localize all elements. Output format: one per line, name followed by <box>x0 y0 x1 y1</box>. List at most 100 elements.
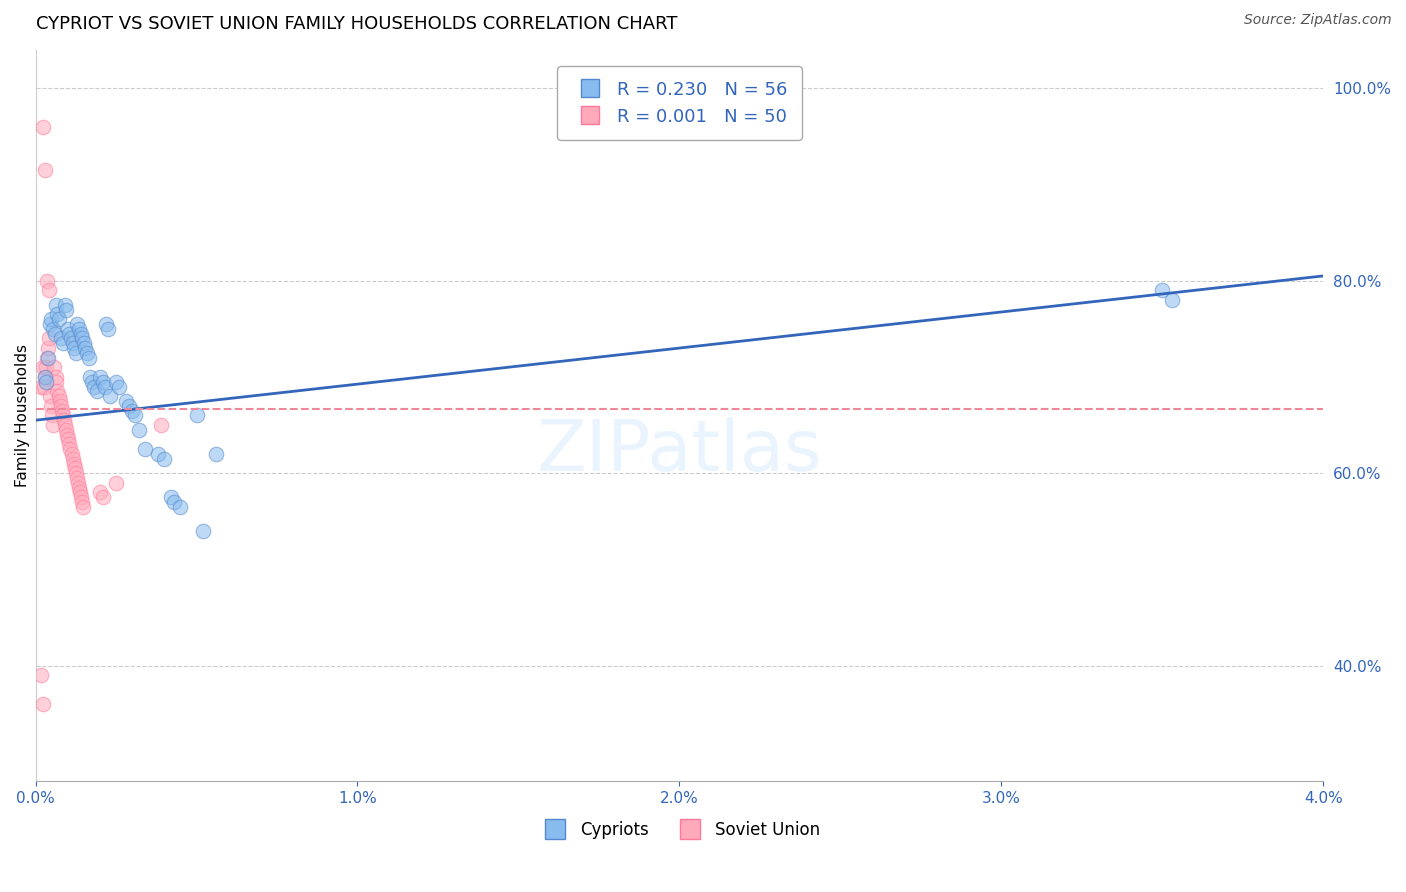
Point <box>105 375 128 389</box>
Point <box>49 399 72 413</box>
Point <box>1152 283 1174 297</box>
Point <box>153 451 176 466</box>
Point <box>58 437 80 451</box>
Point <box>72 500 94 514</box>
Point <box>32 379 55 393</box>
Point <box>34 163 56 178</box>
Point <box>124 409 146 423</box>
Point <box>150 417 173 432</box>
Point <box>53 417 76 432</box>
Point <box>163 495 186 509</box>
Point <box>45 375 67 389</box>
Point <box>45 298 67 312</box>
Point <box>52 336 75 351</box>
Point <box>42 417 65 432</box>
Point <box>38 283 60 297</box>
Point <box>39 312 62 326</box>
Point <box>105 475 128 490</box>
Point <box>62 336 84 351</box>
Text: ZIPatlas: ZIPatlas <box>537 417 823 486</box>
Point <box>46 384 69 399</box>
Point <box>186 409 208 423</box>
Point <box>98 389 121 403</box>
Point <box>86 384 108 399</box>
Point <box>77 351 100 365</box>
Legend: Cypriots, Soviet Union: Cypriots, Soviet Union <box>531 814 827 846</box>
Point <box>44 360 66 375</box>
Point <box>38 331 60 345</box>
Point <box>65 466 87 480</box>
Point <box>70 490 93 504</box>
Text: Source: ZipAtlas.com: Source: ZipAtlas.com <box>1244 13 1392 28</box>
Point <box>62 451 84 466</box>
Point <box>34 370 56 384</box>
Point <box>66 471 89 485</box>
Point <box>44 370 66 384</box>
Point <box>69 326 91 341</box>
Point <box>128 423 150 437</box>
Point <box>52 409 75 423</box>
Point <box>39 389 62 403</box>
Point <box>56 427 79 442</box>
Point <box>35 274 58 288</box>
Point <box>73 336 96 351</box>
Point <box>114 394 136 409</box>
Point <box>146 447 169 461</box>
Point <box>41 409 63 423</box>
Point <box>52 413 75 427</box>
Point <box>83 379 105 393</box>
Point <box>91 490 114 504</box>
Point <box>58 433 80 447</box>
Point <box>67 322 90 336</box>
Point <box>91 375 114 389</box>
Point <box>48 394 70 409</box>
Point <box>79 370 101 384</box>
Point <box>58 326 80 341</box>
Point <box>46 307 69 321</box>
Point <box>89 370 111 384</box>
Point <box>39 317 62 331</box>
Point <box>37 351 59 365</box>
Point <box>80 375 103 389</box>
Point <box>53 298 76 312</box>
Point <box>63 341 86 355</box>
Point <box>51 403 73 417</box>
Point <box>96 317 118 331</box>
Point <box>121 403 143 417</box>
Point <box>75 341 97 355</box>
Point <box>56 322 79 336</box>
Point <box>108 379 131 393</box>
Point <box>63 461 86 475</box>
Point <box>67 475 90 490</box>
Point <box>191 524 214 538</box>
Point <box>76 346 98 360</box>
Text: CYPRIOT VS SOVIET UNION FAMILY HOUSEHOLDS CORRELATION CHART: CYPRIOT VS SOVIET UNION FAMILY HOUSEHOLD… <box>35 15 678 33</box>
Point <box>159 490 181 504</box>
Y-axis label: Family Households: Family Households <box>15 344 30 487</box>
Point <box>94 379 117 393</box>
Point <box>31 360 53 375</box>
Point <box>59 331 82 345</box>
Point <box>31 697 53 711</box>
Point <box>1161 293 1184 307</box>
Point <box>205 447 228 461</box>
Point <box>169 500 191 514</box>
Point <box>35 351 58 365</box>
Point <box>55 302 77 317</box>
Point <box>66 317 89 331</box>
Point <box>35 375 58 389</box>
Point <box>134 442 156 456</box>
Point <box>89 485 111 500</box>
Point <box>30 379 52 393</box>
Point <box>42 322 65 336</box>
Point <box>35 360 58 375</box>
Point <box>97 322 120 336</box>
Point <box>70 495 93 509</box>
Point <box>67 481 90 495</box>
Point <box>44 326 66 341</box>
Point <box>65 346 87 360</box>
Point <box>30 668 52 682</box>
Point <box>69 485 91 500</box>
Point <box>118 399 141 413</box>
Point <box>37 341 59 355</box>
